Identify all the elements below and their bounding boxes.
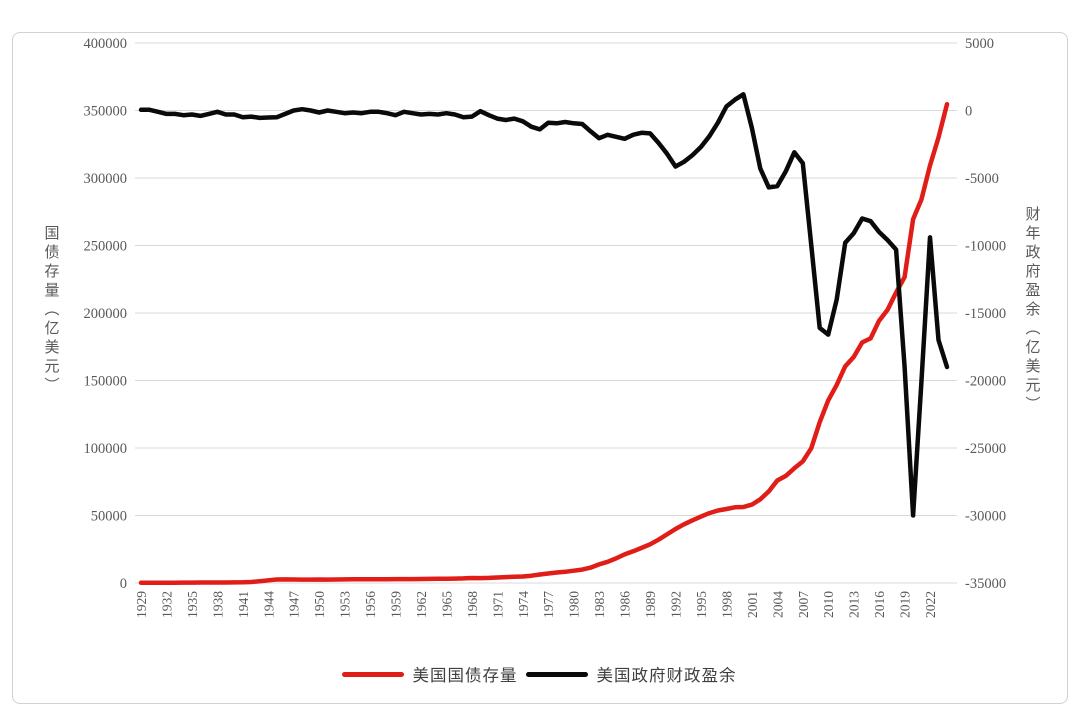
x-axis-tick: 1980 bbox=[567, 591, 582, 618]
right-axis-tick: -25000 bbox=[965, 441, 1006, 457]
x-axis-tick: 1977 bbox=[541, 591, 556, 618]
x-axis-tick: 1959 bbox=[389, 591, 404, 618]
x-axis-tick: 2022 bbox=[923, 591, 938, 618]
legend-item-debt: 美国国债存量 bbox=[341, 662, 518, 686]
right-axis-tick: -35000 bbox=[965, 576, 1006, 592]
x-axis-tick: 2007 bbox=[796, 591, 811, 618]
x-axis-tick: 1929 bbox=[134, 591, 149, 618]
debt-legend-label: 美国国债存量 bbox=[412, 666, 518, 685]
legend: 美国国债存量 美国政府财政盈余 bbox=[12, 662, 1066, 686]
left-axis-tick: 100000 bbox=[84, 441, 128, 457]
left-axis-tick: 0 bbox=[120, 576, 127, 592]
x-axis-tick: 1986 bbox=[618, 591, 633, 618]
x-axis-tick: 2004 bbox=[770, 591, 785, 618]
x-axis-tick: 1935 bbox=[185, 591, 200, 618]
x-axis-tick: 1962 bbox=[414, 591, 429, 618]
x-axis-tick: 1998 bbox=[719, 591, 734, 618]
debt-line-swatch bbox=[341, 671, 404, 677]
x-axis-tick: 1989 bbox=[643, 591, 658, 618]
legend-item-surplus: 美国政府财政盈余 bbox=[525, 662, 737, 686]
x-axis-tick: 1944 bbox=[261, 591, 276, 618]
surplus-line-swatch bbox=[525, 671, 588, 677]
x-axis-tick: 1938 bbox=[210, 591, 225, 618]
left-axis-tick: 300000 bbox=[84, 171, 128, 187]
x-axis-tick: 1974 bbox=[516, 591, 531, 618]
x-axis-tick: 1992 bbox=[669, 591, 684, 618]
right-axis-title: 财年政府盈余（亿美元） bbox=[1023, 205, 1040, 415]
right-axis-tick: -5000 bbox=[965, 171, 999, 187]
left-axis-title: 国债存量（亿美元） bbox=[42, 224, 59, 396]
x-axis-tick: 1947 bbox=[287, 591, 302, 618]
x-axis-tick: 1932 bbox=[159, 591, 174, 618]
x-axis-tick: 2013 bbox=[847, 591, 862, 618]
right-axis-tick: 0 bbox=[965, 104, 972, 120]
x-axis-tick: 1965 bbox=[439, 591, 454, 618]
x-axis-tick: 1968 bbox=[465, 591, 480, 618]
chart-frame bbox=[12, 32, 1068, 704]
right-axis-tick: -15000 bbox=[965, 306, 1006, 322]
x-axis-tick: 1983 bbox=[592, 591, 607, 618]
left-axis-tick: 250000 bbox=[84, 239, 128, 255]
x-axis-tick: 2019 bbox=[898, 591, 913, 618]
right-axis-tick: -30000 bbox=[965, 509, 1006, 525]
left-axis-tick: 350000 bbox=[84, 104, 128, 120]
left-axis-tick: 150000 bbox=[84, 374, 128, 390]
x-axis-tick: 1950 bbox=[312, 591, 327, 618]
surplus-line bbox=[138, 92, 950, 518]
right-axis-tick: -20000 bbox=[965, 374, 1006, 390]
x-axis-tick: 1971 bbox=[490, 591, 505, 618]
debt-line bbox=[138, 101, 950, 586]
left-axis-tick: 400000 bbox=[84, 36, 128, 52]
x-axis-tick: 1941 bbox=[236, 591, 251, 618]
x-axis-tick: 1956 bbox=[363, 591, 378, 618]
right-axis-tick: 5000 bbox=[965, 36, 994, 52]
right-axis-tick: -10000 bbox=[965, 239, 1006, 255]
surplus-legend-label: 美国政府财政盈余 bbox=[596, 666, 737, 685]
x-axis-tick: 1953 bbox=[338, 591, 353, 618]
left-axis-tick: 200000 bbox=[84, 306, 128, 322]
left-axis-tick: 50000 bbox=[91, 509, 127, 525]
x-axis-tick: 1995 bbox=[694, 591, 709, 618]
x-axis-tick: 2016 bbox=[872, 591, 887, 618]
x-axis-tick: 2010 bbox=[821, 591, 836, 618]
x-axis-tick: 2001 bbox=[745, 591, 760, 618]
